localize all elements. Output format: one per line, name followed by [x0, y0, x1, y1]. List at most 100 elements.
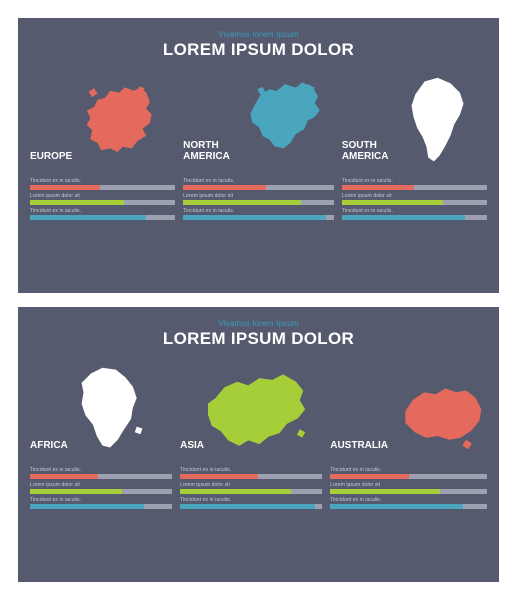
region-map-wrap: SOUTH AMERICA — [342, 68, 487, 168]
region-columns: EUROPE Tincidunt ex in iaculis. Lorem ip… — [30, 68, 487, 279]
bar-track — [30, 185, 175, 190]
bar-fill — [30, 200, 124, 205]
region-bars: Tincidunt ex in iaculis. Lorem ipsum dol… — [30, 467, 172, 509]
bar-track — [30, 489, 172, 494]
bar-label: Tincidunt ex in iaculis. — [30, 497, 172, 503]
europe-map-icon — [76, 73, 166, 168]
bar-track — [30, 215, 175, 220]
bar-track — [180, 474, 322, 479]
bar-label: Tincidunt ex in iaculis. — [30, 467, 172, 473]
bar-label: Tincidunt ex in iaculis. — [180, 467, 322, 473]
asia-map-icon — [208, 367, 318, 457]
bar-row: Tincidunt ex in iaculis. — [30, 208, 175, 220]
south-america-map-icon — [406, 73, 471, 168]
panel-subtitle: Vivamus lorem Ipsum — [30, 30, 487, 39]
bar-row: Lorem ipsum dolor sit — [330, 482, 487, 494]
bar-fill — [180, 489, 291, 494]
bar-row: Tincidunt ex in iaculis. — [180, 497, 322, 509]
bar-track — [30, 504, 172, 509]
bar-label: Lorem ipsum dolor sit — [180, 482, 322, 488]
region-column: NORTH AMERICA Tincidunt ex in iaculis. L… — [183, 68, 334, 279]
bar-track — [342, 215, 487, 220]
australia-map-icon — [392, 377, 487, 457]
bar-track — [342, 200, 487, 205]
bar-label: Tincidunt ex in iaculis. — [30, 178, 175, 184]
bar-fill — [30, 504, 144, 509]
bar-label: Lorem ipsum dolor sit — [30, 193, 175, 199]
region-label: EUROPE — [30, 151, 72, 168]
panel-heading: Vivamus lorem Ipsum LOREM IPSUM DOLOR — [30, 319, 487, 349]
bar-label: Tincidunt ex in iaculis. — [330, 497, 487, 503]
region-map-wrap: AFRICA — [30, 357, 172, 457]
bar-track — [30, 474, 172, 479]
bar-fill — [30, 474, 98, 479]
bar-row: Lorem ipsum dolor sit — [183, 193, 334, 205]
bar-fill — [330, 504, 463, 509]
bar-row: Tincidunt ex in iaculis. — [330, 467, 487, 479]
bar-track — [180, 489, 322, 494]
bar-label: Lorem ipsum dolor sit — [30, 482, 172, 488]
infographic-panel: Vivamus lorem Ipsum LOREM IPSUM DOLOR EU… — [18, 18, 499, 293]
bar-row: Tincidunt ex in iaculis. — [30, 467, 172, 479]
bar-fill — [180, 474, 258, 479]
bar-row: Tincidunt ex in iaculis. — [183, 208, 334, 220]
region-column: EUROPE Tincidunt ex in iaculis. Lorem ip… — [30, 68, 175, 279]
region-bars: Tincidunt ex in iaculis. Lorem ipsum dol… — [330, 467, 487, 509]
bar-row: Tincidunt ex in iaculis. — [30, 497, 172, 509]
bar-track — [180, 504, 322, 509]
bar-label: Tincidunt ex in iaculis. — [330, 467, 487, 473]
bar-row: Lorem ipsum dolor sit — [342, 193, 487, 205]
region-bars: Tincidunt ex in iaculis. Lorem ipsum dol… — [342, 178, 487, 220]
bar-fill — [30, 185, 100, 190]
infographic-panel: Vivamus lorem Ipsum LOREM IPSUM DOLOR AF… — [18, 307, 499, 582]
bar-track — [330, 474, 487, 479]
bar-label: Tincidunt ex in iaculis. — [183, 178, 334, 184]
bar-fill — [342, 185, 415, 190]
bar-fill — [342, 215, 465, 220]
region-map-wrap: ASIA — [180, 357, 322, 457]
region-bars: Tincidunt ex in iaculis. Lorem ipsum dol… — [183, 178, 334, 220]
bar-fill — [30, 489, 122, 494]
panel-title: LOREM IPSUM DOLOR — [30, 329, 487, 349]
bar-fill — [30, 215, 146, 220]
panel-title: LOREM IPSUM DOLOR — [30, 40, 487, 60]
bar-label: Tincidunt ex in iaculis. — [342, 178, 487, 184]
bar-track — [30, 200, 175, 205]
bar-row: Lorem ipsum dolor sit — [180, 482, 322, 494]
bar-row: Tincidunt ex in iaculis. — [30, 178, 175, 190]
bar-row: Tincidunt ex in iaculis. — [183, 178, 334, 190]
region-column: AUSTRALIA Tincidunt ex in iaculis. Lorem… — [330, 357, 487, 568]
region-column: AFRICA Tincidunt ex in iaculis. Lorem ip… — [30, 357, 172, 568]
bar-row: Lorem ipsum dolor sit — [30, 482, 172, 494]
region-column: ASIA Tincidunt ex in iaculis. Lorem ipsu… — [180, 357, 322, 568]
region-map-wrap: NORTH AMERICA — [183, 68, 334, 168]
bar-fill — [180, 504, 315, 509]
bar-row: Tincidunt ex in iaculis. — [342, 208, 487, 220]
panel-subtitle: Vivamus lorem Ipsum — [30, 319, 487, 328]
region-label: AFRICA — [30, 440, 68, 457]
region-label: SOUTH AMERICA — [342, 140, 402, 168]
bar-track — [330, 489, 487, 494]
bar-label: Tincidunt ex in iaculis. — [30, 208, 175, 214]
region-label: ASIA — [180, 440, 204, 457]
region-label: NORTH AMERICA — [183, 140, 243, 168]
bar-fill — [330, 489, 440, 494]
bar-label: Lorem ipsum dolor sit — [183, 193, 334, 199]
region-map-wrap: EUROPE — [30, 68, 175, 168]
bar-row: Tincidunt ex in iaculis. — [342, 178, 487, 190]
panel-heading: Vivamus lorem Ipsum LOREM IPSUM DOLOR — [30, 30, 487, 60]
bar-fill — [183, 185, 266, 190]
bar-track — [183, 215, 334, 220]
region-map-wrap: AUSTRALIA — [330, 357, 487, 457]
bar-fill — [342, 200, 444, 205]
region-bars: Tincidunt ex in iaculis. Lorem ipsum dol… — [180, 467, 322, 509]
bar-fill — [330, 474, 408, 479]
bar-row: Tincidunt ex in iaculis. — [330, 497, 487, 509]
bar-row: Tincidunt ex in iaculis. — [180, 467, 322, 479]
bar-track — [183, 185, 334, 190]
bar-track — [183, 200, 334, 205]
bar-label: Tincidunt ex in iaculis. — [183, 208, 334, 214]
bar-track — [342, 185, 487, 190]
region-label: AUSTRALIA — [330, 440, 388, 457]
bar-track — [330, 504, 487, 509]
